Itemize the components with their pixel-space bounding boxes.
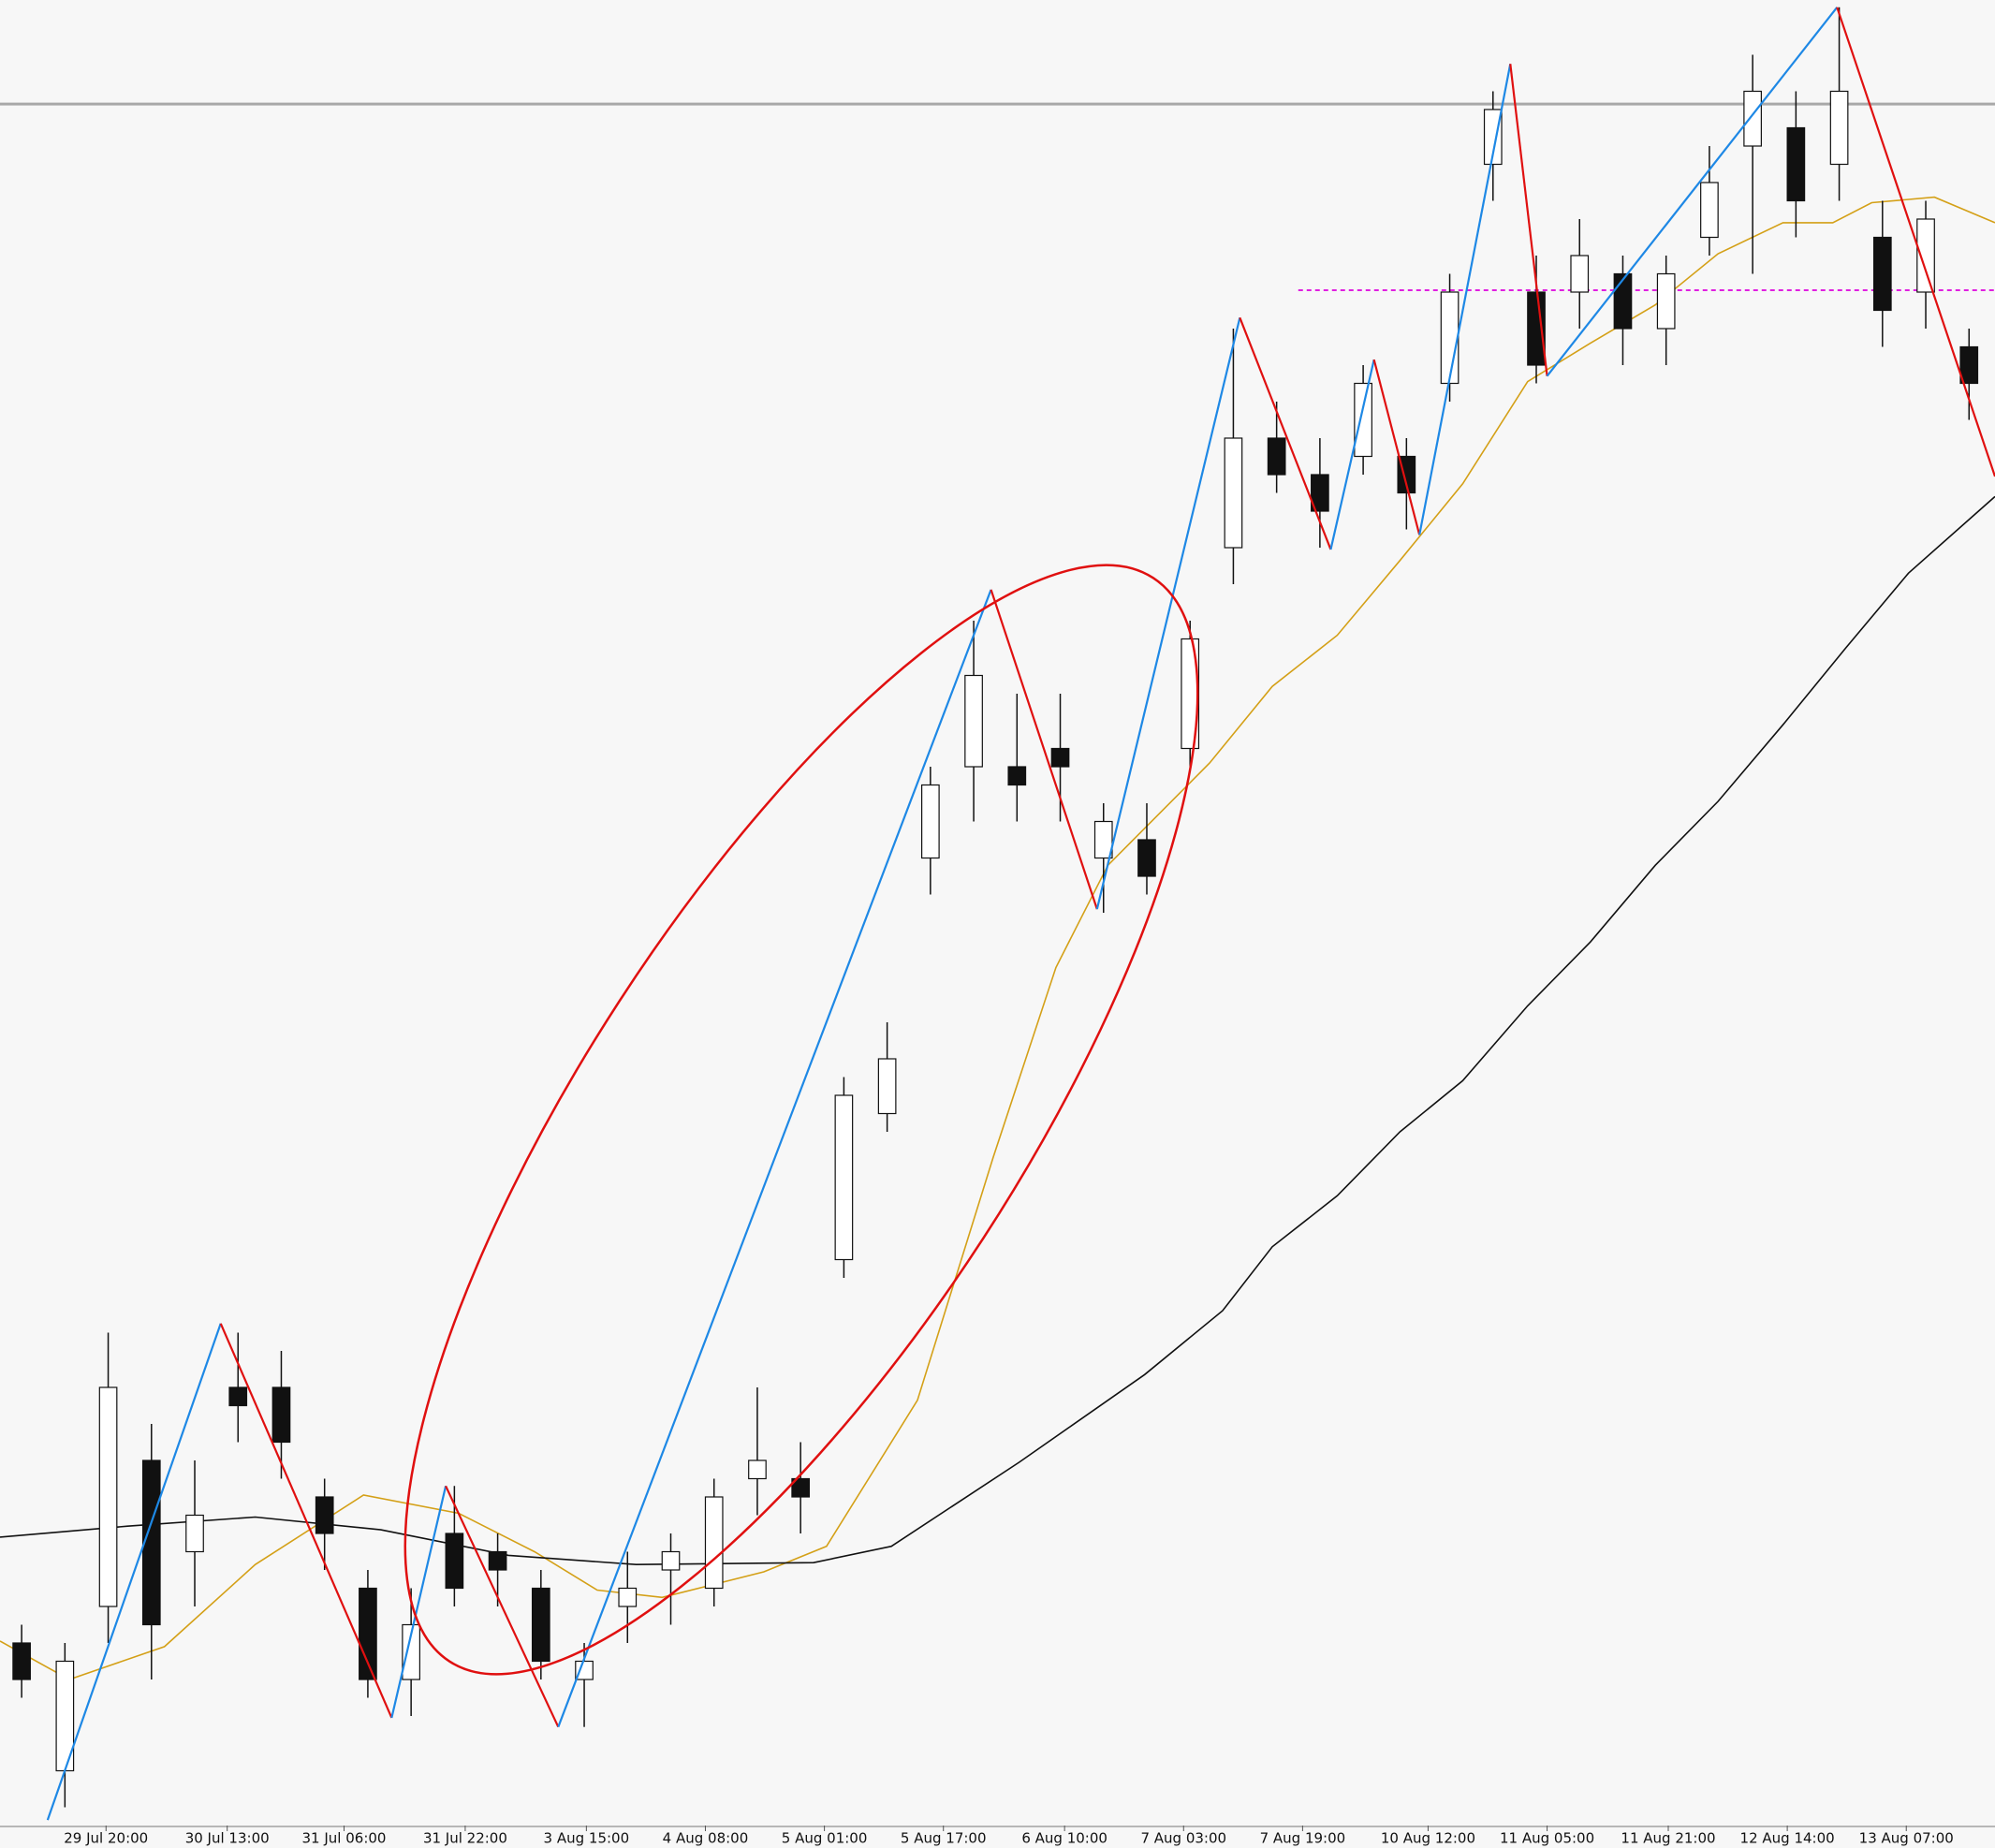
- zigzag-segment: [990, 589, 1098, 910]
- x-tick-label: 3 Aug 15:00: [544, 1830, 630, 1847]
- zigzag-segment: [1546, 7, 1839, 377]
- x-tick-label: 11 Aug 21:00: [1621, 1830, 1715, 1847]
- x-tick-label: 29 Jul 20:00: [64, 1830, 148, 1847]
- candle-body: [271, 1386, 291, 1444]
- candle-body: [1743, 90, 1762, 147]
- candle-body: [618, 1587, 638, 1607]
- plot-area: [0, 7, 1995, 1821]
- zigzag-segment: [1418, 64, 1512, 535]
- moving-average: [0, 495, 1995, 1566]
- candle-body: [141, 1459, 161, 1626]
- zigzag-segment: [1329, 359, 1375, 550]
- candle-body: [1050, 747, 1070, 768]
- candle-body: [921, 784, 940, 859]
- x-tick-label: 11 Aug 05:00: [1500, 1830, 1594, 1847]
- candle-body: [12, 1642, 31, 1680]
- candle-body: [704, 1496, 724, 1590]
- candle-body: [402, 1623, 420, 1680]
- candle-body: [1786, 126, 1806, 202]
- zigzag-segment: [1372, 359, 1421, 535]
- zigzag-segment: [1509, 64, 1548, 376]
- zigzag-segment: [219, 1323, 393, 1719]
- candle-body: [1483, 109, 1503, 166]
- candle-body: [1224, 437, 1243, 549]
- candle-body: [445, 1533, 464, 1590]
- candle-body: [661, 1550, 681, 1571]
- candle-body: [359, 1587, 377, 1680]
- candle-body: [1007, 766, 1027, 786]
- candle-body: [228, 1386, 248, 1407]
- candle-body: [185, 1514, 204, 1553]
- candle-body: [1700, 182, 1719, 239]
- zigzag-segment: [46, 1323, 222, 1821]
- candle-body: [748, 1459, 767, 1480]
- candle-body: [1613, 272, 1633, 330]
- candle-body: [531, 1587, 550, 1663]
- zigzag-segment: [1836, 7, 1995, 477]
- candle-body: [1570, 255, 1590, 293]
- zigzag-segment: [445, 1485, 560, 1728]
- x-tick-label: 12 Aug 14:00: [1740, 1830, 1835, 1847]
- x-tick-label: 30 Jul 13:00: [185, 1830, 270, 1847]
- candle-body: [1267, 437, 1286, 476]
- candle-body: [834, 1094, 854, 1261]
- x-tick-label: 31 Jul 06:00: [302, 1830, 387, 1847]
- candle-body: [315, 1496, 334, 1534]
- x-tick-label: 5 Aug 01:00: [782, 1830, 868, 1847]
- candle-body: [1354, 382, 1372, 458]
- zigzag-segment: [557, 589, 992, 1728]
- candle-body: [1872, 236, 1892, 312]
- highlight-ellipse: [403, 564, 1199, 1676]
- candle-body: [1440, 291, 1460, 385]
- x-tick-label: 7 Aug 03:00: [1140, 1830, 1226, 1847]
- zigzag-segment: [1095, 317, 1241, 910]
- candle-body: [1829, 90, 1849, 166]
- candle-body: [488, 1550, 507, 1571]
- candle-body: [1311, 474, 1329, 512]
- candle-body: [1916, 218, 1935, 293]
- x-tick-label: 13 Aug 07:00: [1859, 1830, 1954, 1847]
- zigzag-segment: [1239, 316, 1332, 550]
- x-tick-label: 31 Jul 22:00: [423, 1830, 507, 1847]
- candle-body: [1656, 272, 1676, 330]
- x-tick-label: 10 Aug 12:00: [1381, 1830, 1475, 1847]
- x-tick-label: 7 Aug 19:00: [1260, 1830, 1346, 1847]
- candle-body: [964, 674, 983, 768]
- candle-body: [791, 1477, 811, 1498]
- candle-body: [98, 1386, 118, 1607]
- candle-body: [1137, 839, 1156, 877]
- candle-body: [1093, 820, 1113, 859]
- candle-body: [877, 1058, 897, 1115]
- zigzag-segment: [390, 1486, 447, 1719]
- x-tick-label: 5 Aug 17:00: [901, 1830, 987, 1847]
- x-tick-label: 6 Aug 10:00: [1021, 1830, 1108, 1847]
- candle-body: [1959, 345, 1979, 385]
- x-tick-label: 4 Aug 08:00: [663, 1830, 749, 1847]
